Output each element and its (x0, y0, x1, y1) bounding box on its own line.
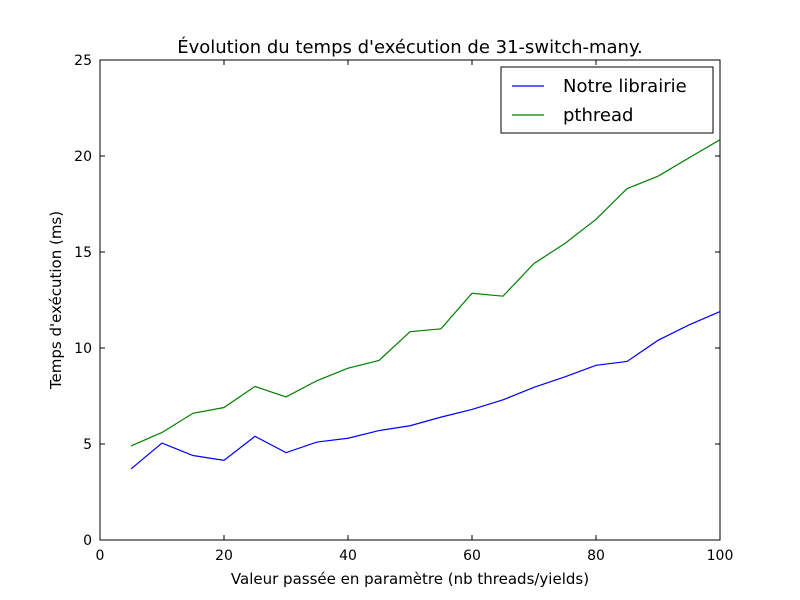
y-tick-label: 0 (83, 533, 92, 549)
series-line-1 (130, 310, 721, 470)
legend-label-2: pthread (563, 105, 633, 126)
x-axis-ticks: 0 20 40 60 80 100 (96, 60, 734, 564)
legend: Notre librairie pthread (500, 66, 714, 134)
x-tick-label: 100 (707, 548, 734, 564)
y-tick-label: 25 (74, 53, 92, 69)
y-tick-label: 10 (74, 341, 92, 357)
x-tick-label: 40 (339, 548, 357, 564)
y-tick-label: 5 (83, 437, 92, 453)
chart-title: Évolution du temps d'exécution de 31-swi… (177, 36, 643, 58)
x-tick-label: 60 (463, 548, 481, 564)
y-axis-label: Temps d'exécution (ms) (47, 211, 65, 390)
x-axis-label: Valeur passée en paramètre (nb threads/y… (231, 570, 589, 588)
series-line-2 (130, 139, 721, 447)
x-tick-label: 20 (215, 548, 233, 564)
y-tick-label: 20 (74, 149, 92, 165)
y-axis-ticks: 0 5 10 15 20 25 (74, 53, 720, 549)
plot-frame (99, 59, 721, 541)
legend-box (500, 66, 714, 134)
plot-area (99, 59, 721, 541)
x-tick-label: 0 (96, 548, 105, 564)
x-tick-label: 80 (587, 548, 605, 564)
legend-label-1: Notre librairie (563, 76, 687, 97)
series-lines (130, 139, 721, 470)
y-tick-label: 15 (74, 245, 92, 261)
